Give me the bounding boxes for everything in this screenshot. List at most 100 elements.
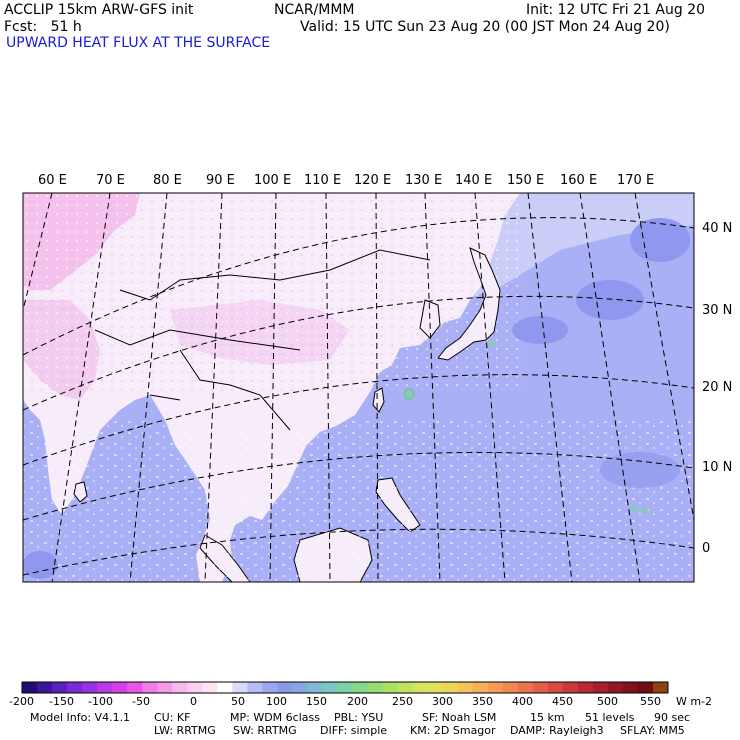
- lon-grid: [23, 193, 694, 582]
- colorbar-swatch: [562, 682, 579, 693]
- colorbar-tick-label: 350: [472, 695, 493, 708]
- pbl-scheme: PBL: YSU: [334, 711, 384, 724]
- lon-label: 170 E: [617, 173, 655, 188]
- colorbar-swatch: [172, 682, 188, 693]
- lat-label: 40 N: [702, 221, 733, 236]
- colorbar-swatch: [217, 682, 233, 693]
- lon-label: 140 E: [455, 173, 493, 188]
- colorbar-swatch: [547, 682, 564, 693]
- lon-label: 120 E: [354, 173, 392, 188]
- colorbar-swatch: [97, 682, 113, 693]
- colorbar-swatch: [307, 682, 323, 693]
- colorbar-swatch: [67, 682, 83, 693]
- mp-scheme: MP: WDM 6class: [230, 711, 320, 724]
- colorbar-tick-label: 100: [266, 695, 287, 708]
- colorbar-swatch: [22, 682, 38, 693]
- colorbar-tick-label: 50: [231, 695, 245, 708]
- colorbar-tick-label: -200: [9, 695, 34, 708]
- colorbar-tick-label: 450: [552, 695, 573, 708]
- colorbar-swatch: [412, 682, 429, 693]
- sf-scheme: SF: Noah LSM: [422, 711, 497, 724]
- colorbar-swatch: [592, 682, 609, 693]
- sflay-scheme: SFLAY: MM5: [620, 724, 685, 737]
- colorbar-swatch: [367, 682, 384, 693]
- colorbar-swatch: [352, 682, 369, 693]
- colorbar-tick-label: 200: [347, 695, 368, 708]
- colorbar-swatch: [337, 682, 354, 693]
- colorbar-swatch: [487, 682, 504, 693]
- colorbar-swatch: [607, 682, 624, 693]
- colorbar-swatch: [427, 682, 444, 693]
- map-frame: [22, 192, 695, 583]
- taiwan: [372, 387, 385, 413]
- colorbar-swatch: [502, 682, 519, 693]
- colorbar-swatch: [637, 682, 654, 693]
- lw-scheme: LW: RRTMG: [154, 724, 216, 737]
- sw-scheme: SW: RRTMG: [233, 724, 297, 737]
- colorbar-tick-label: 500: [597, 695, 618, 708]
- colorbar-swatch: [622, 682, 639, 693]
- colorbar-swatch: [232, 682, 248, 693]
- lon-label: 80 E: [153, 173, 182, 188]
- colorbar-swatch: [127, 682, 143, 693]
- colorbar-swatch: [37, 682, 53, 693]
- colorbar-swatch: [397, 682, 414, 693]
- colorbar-swatch: [322, 682, 338, 693]
- lon-label: 150 E: [507, 173, 545, 188]
- lat-grid: [23, 217, 694, 576]
- lon-label: 90 E: [206, 173, 235, 188]
- japan: [437, 247, 501, 361]
- valid-time: Valid: 15 UTC Sun 23 Aug 20 (00 JST Mon …: [300, 19, 670, 35]
- colorbar-swatch: [457, 682, 474, 693]
- lon-label: 60 E: [38, 173, 67, 188]
- colorbar-swatch: [472, 682, 489, 693]
- colorbar-swatch: [82, 682, 98, 693]
- colorbar-swatch: [262, 682, 278, 693]
- km-scheme: KM: 2D Smagor: [410, 724, 496, 737]
- colorbar-swatch: [442, 682, 459, 693]
- lat-label: 20 N: [702, 380, 733, 395]
- init-time: Init: 12 UTC Fri 21 Aug 20: [526, 2, 706, 18]
- cu-scheme: CU: KF: [154, 711, 191, 724]
- colorbar-swatch: [112, 682, 128, 693]
- lon-label: 110 E: [304, 173, 342, 188]
- colorbar-tick-label: -100: [88, 695, 113, 708]
- colorbar-tick-label: -150: [49, 695, 74, 708]
- lon-label: 100 E: [254, 173, 292, 188]
- colorbar-swatch: [577, 682, 594, 693]
- lat-label: 0: [702, 541, 711, 556]
- org-label: NCAR/MMM: [274, 2, 355, 18]
- levels: 51 levels: [585, 711, 635, 724]
- colorbar-border: [21, 681, 669, 694]
- colorbar-tick-label: 0: [190, 695, 197, 708]
- colorbar-swatch: [292, 682, 308, 693]
- colorbar-swatch: [142, 682, 158, 693]
- colorbar-swatch: [187, 682, 203, 693]
- model-version: Model Info: V4.1.1: [30, 711, 131, 724]
- colorbar-unit: W m-2: [676, 695, 713, 708]
- damp-scheme: DAMP: Rayleigh3: [510, 724, 604, 737]
- diff-scheme: DIFF: simple: [320, 724, 388, 737]
- colorbar-swatch: [382, 682, 399, 693]
- lon-label: 70 E: [96, 173, 125, 188]
- model-title: ACCLIP 15km ARW-GFS init: [4, 2, 194, 18]
- colorbar-tick-label: 550: [640, 695, 661, 708]
- field-title: UPWARD HEAT FLUX AT THE SURFACE: [6, 35, 271, 51]
- colorbar-swatch: [52, 682, 68, 693]
- colorbar: [21, 681, 669, 694]
- colorbar-swatch: [532, 682, 549, 693]
- colorbar-tick-label: 150: [306, 695, 327, 708]
- lat-label: 10 N: [702, 460, 733, 475]
- colorbar-swatch: [157, 682, 173, 693]
- colorbar-tick-label: 250: [392, 695, 413, 708]
- colorbar-tick-label: 400: [512, 695, 533, 708]
- colorbar-swatch: [517, 682, 534, 693]
- timestep: 90 sec: [654, 711, 691, 724]
- lat-label: 30 N: [702, 303, 733, 318]
- lon-label: 130 E: [405, 173, 443, 188]
- lon-label: 160 E: [560, 173, 598, 188]
- colorbar-tick-label: 300: [432, 695, 453, 708]
- colorbar-swatch: [277, 682, 293, 693]
- colorbar-tick-label: -50: [132, 695, 150, 708]
